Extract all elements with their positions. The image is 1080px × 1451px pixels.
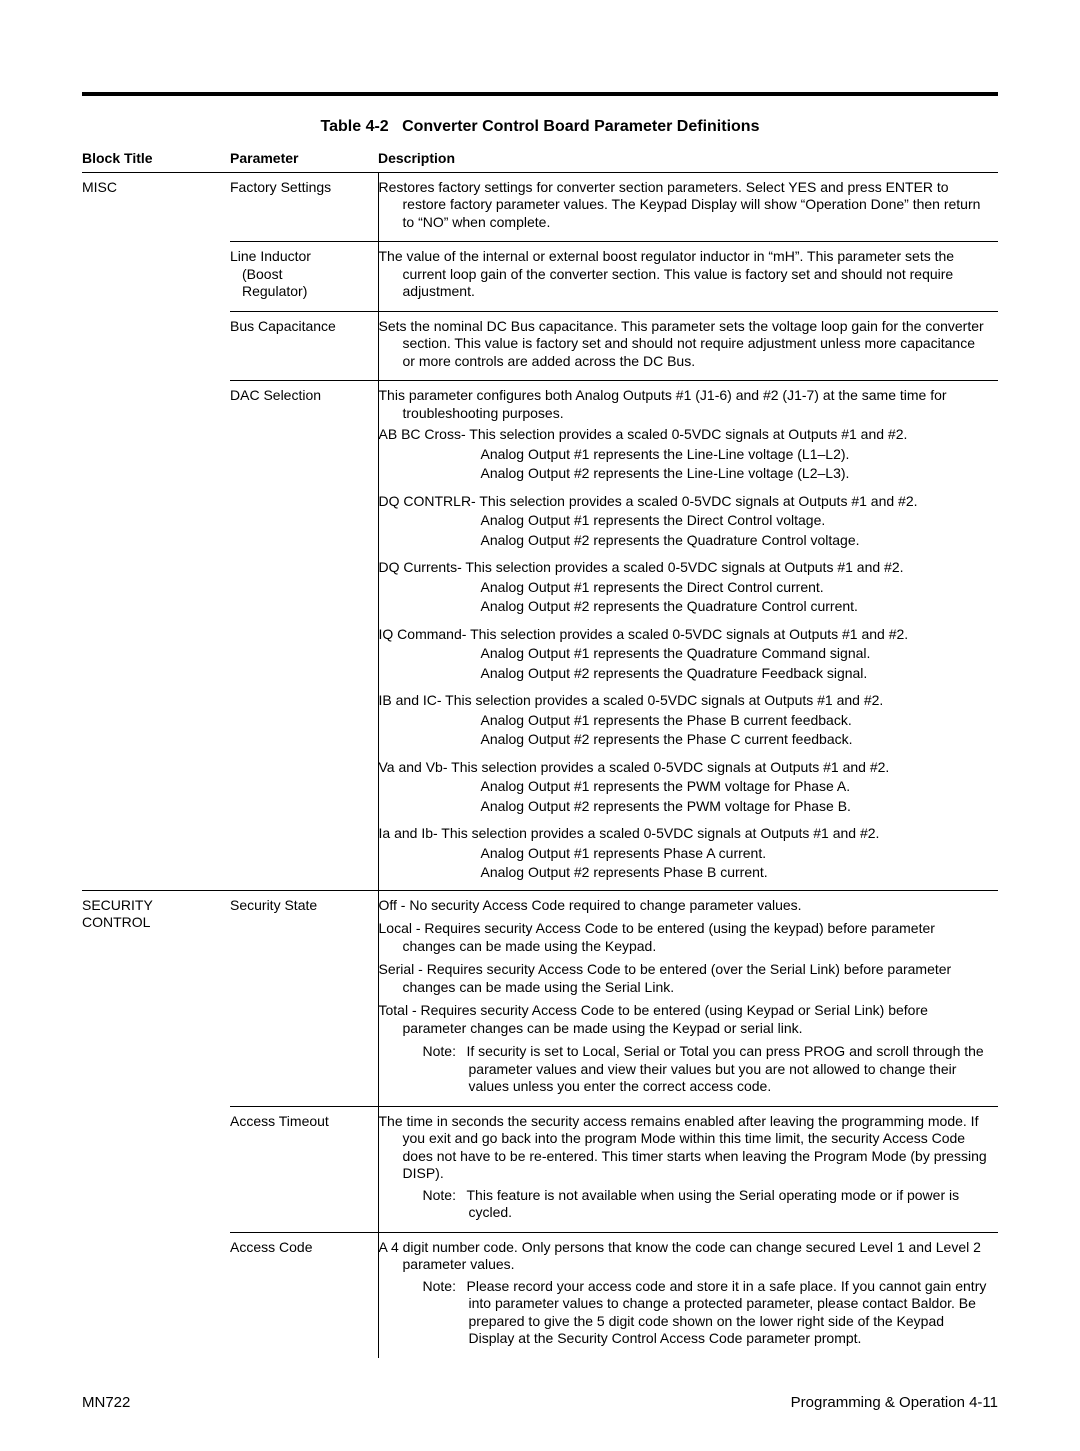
desc-text: Total - Requires security Access Code to… — [379, 1002, 989, 1037]
dac-option-line: Analog Output #1 represents the Phase B … — [379, 712, 989, 730]
col-description: Description — [378, 146, 998, 172]
param-line: Regulator) — [230, 283, 368, 301]
table-name: Converter Control Board Parameter Defini… — [402, 118, 759, 135]
dac-option-line: Analog Output #2 represents the Phase C … — [379, 731, 989, 749]
table-tag: Table 4-2 — [321, 118, 389, 135]
dac-option-line: Analog Output #1 represents the PWM volt… — [379, 778, 989, 796]
dac-option-line: Analog Output #2 represents the Quadratu… — [379, 598, 989, 616]
desc-text: Restores factory settings for converter … — [379, 179, 989, 232]
parameter-cell: Factory Settings — [230, 172, 378, 242]
block-title-line: SECURITY — [82, 897, 220, 915]
col-parameter: Parameter — [230, 146, 378, 172]
dac-option-line: AB BC Cross- This selection provides a s… — [379, 426, 989, 444]
dac-option-line: Va and Vb- This selection provides a sca… — [379, 759, 989, 777]
dac-option-line: IB and IC- This selection provides a sca… — [379, 692, 989, 710]
table-header-row: Block Title Parameter Description — [82, 146, 998, 172]
dac-option-line: Ia and Ib- This selection provides a sca… — [379, 825, 989, 843]
description-cell: Off - No security Access Code required t… — [378, 890, 998, 1106]
desc-text: The time in seconds the security access … — [379, 1113, 989, 1183]
table-row: Access Code A 4 digit number code. Only … — [82, 1232, 998, 1358]
page-footer: MN722 Programming & Operation 4-11 — [82, 1394, 998, 1411]
description-cell: The time in seconds the security access … — [378, 1106, 998, 1232]
parameter-cell: Access Timeout — [230, 1106, 378, 1232]
dac-option-line: Analog Output #2 represents the Line-Lin… — [379, 465, 989, 483]
table-row: Bus Capacitance Sets the nominal DC Bus … — [82, 311, 998, 381]
dac-option-line: Analog Output #1 represents the Line-Lin… — [379, 446, 989, 464]
dac-option-line: DQ CONTRLR- This selection provides a sc… — [379, 493, 989, 511]
parameter-cell: Access Code — [230, 1232, 378, 1358]
block-title-line: CONTROL — [82, 914, 220, 932]
block-title-cell: MISC — [82, 172, 230, 242]
note-text: Note:Please record your access code and … — [379, 1278, 989, 1348]
description-cell: This parameter configures both Analog Ou… — [378, 381, 998, 891]
desc-text: Serial - Requires security Access Code t… — [379, 961, 989, 996]
param-line: Line Inductor — [230, 248, 368, 266]
desc-text: A 4 digit number code. Only persons that… — [379, 1239, 989, 1274]
desc-text: Sets the nominal DC Bus capacitance. Thi… — [379, 318, 989, 371]
col-block-title: Block Title — [82, 146, 230, 172]
dac-option-line: Analog Output #1 represents the Quadratu… — [379, 645, 989, 663]
desc-text: Off - No security Access Code required t… — [379, 897, 989, 915]
parameter-cell: Line Inductor (Boost Regulator) — [230, 242, 378, 312]
desc-text: This parameter configures both Analog Ou… — [379, 387, 989, 422]
description-cell: A 4 digit number code. Only persons that… — [378, 1232, 998, 1358]
table-row: DAC Selection This parameter configures … — [82, 381, 998, 891]
dac-option-line: Analog Output #1 represents the Direct C… — [379, 512, 989, 530]
note-text: Note:This feature is not available when … — [379, 1187, 989, 1222]
footer-right: Programming & Operation 4-11 — [791, 1394, 998, 1411]
dac-option-line: Analog Output #2 represents the Quadratu… — [379, 665, 989, 683]
table-row: Access Timeout The time in seconds the s… — [82, 1106, 998, 1232]
note-text: Note:If security is set to Local, Serial… — [379, 1043, 989, 1096]
footer-left: MN722 — [82, 1394, 130, 1411]
parameter-cell: DAC Selection — [230, 381, 378, 891]
table-row: SECURITY CONTROL Security State Off - No… — [82, 890, 998, 1106]
block-title-cell: SECURITY CONTROL — [82, 890, 230, 1106]
parameter-table: Block Title Parameter Description MISC F… — [82, 146, 998, 1358]
parameter-cell: Security State — [230, 890, 378, 1106]
table-row: Line Inductor (Boost Regulator) The valu… — [82, 242, 998, 312]
dac-option-line: Analog Output #1 represents the Direct C… — [379, 579, 989, 597]
dac-option-line: DQ Currents- This selection provides a s… — [379, 559, 989, 577]
top-rule — [82, 92, 998, 96]
description-cell: The value of the internal or external bo… — [378, 242, 998, 312]
parameter-cell: Bus Capacitance — [230, 311, 378, 381]
dac-option-line: Analog Output #2 represents the PWM volt… — [379, 798, 989, 816]
dac-option-line: Analog Output #1 represents Phase A curr… — [379, 845, 989, 863]
dac-option-line: Analog Output #2 represents Phase B curr… — [379, 864, 989, 882]
dac-option-line: IQ Command- This selection provides a sc… — [379, 626, 989, 644]
desc-text: The value of the internal or external bo… — [379, 248, 989, 301]
desc-text: Local - Requires security Access Code to… — [379, 920, 989, 955]
dac-option-line: Analog Output #2 represents the Quadratu… — [379, 532, 989, 550]
table-row: MISC Factory Settings Restores factory s… — [82, 172, 998, 242]
param-line: (Boost — [230, 266, 368, 284]
table-title: Table 4-2 Converter Control Board Parame… — [82, 118, 998, 136]
description-cell: Sets the nominal DC Bus capacitance. Thi… — [378, 311, 998, 381]
description-cell: Restores factory settings for converter … — [378, 172, 998, 242]
